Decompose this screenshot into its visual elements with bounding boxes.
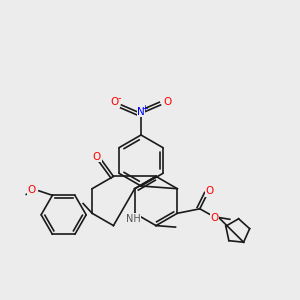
Text: NH: NH — [126, 214, 141, 224]
Text: O: O — [206, 186, 214, 197]
Text: O: O — [28, 184, 36, 195]
Text: O: O — [163, 97, 171, 107]
Text: O: O — [111, 97, 119, 107]
Text: -: - — [118, 93, 122, 103]
Text: N: N — [137, 107, 145, 117]
Text: +: + — [141, 104, 148, 113]
Text: O: O — [93, 152, 101, 162]
Text: O: O — [211, 213, 219, 223]
